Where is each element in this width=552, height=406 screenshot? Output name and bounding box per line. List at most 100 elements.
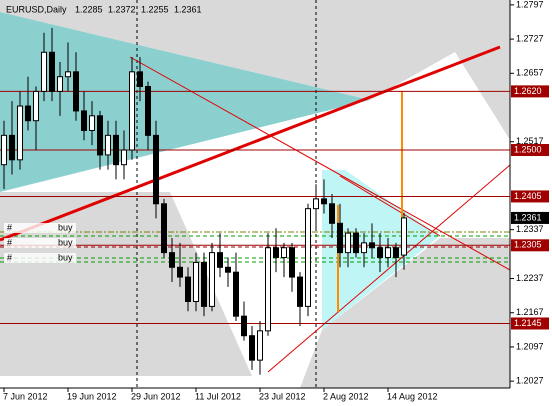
level-label-box xyxy=(511,85,549,98)
candle-body xyxy=(313,198,319,210)
candle-body xyxy=(225,266,231,273)
candle-body xyxy=(9,134,15,161)
candle-body xyxy=(169,252,175,268)
order-box xyxy=(4,223,76,233)
candle-body xyxy=(105,134,111,156)
low-label: 1.2255 xyxy=(141,4,169,14)
y-tick-label: 1.2797 xyxy=(516,0,544,9)
candle-body xyxy=(161,203,167,254)
candle-body xyxy=(209,252,215,307)
y-tick-label: 1.2517 xyxy=(516,136,544,146)
order-box xyxy=(4,253,76,263)
current-price-label: 1.2361 xyxy=(514,212,542,222)
candle-body xyxy=(65,71,71,78)
candle-body xyxy=(17,105,23,161)
order-ticket: # xyxy=(7,252,12,262)
order-type: buy xyxy=(58,222,73,232)
candle-body xyxy=(249,335,255,361)
x-tick-label: 7 Jun 2012 xyxy=(3,391,48,401)
order-ticket: # xyxy=(7,237,12,247)
candle-body xyxy=(233,271,239,317)
candle-body xyxy=(89,115,95,131)
order-box xyxy=(4,238,76,248)
x-tick-label: 11 Jul 2012 xyxy=(195,391,241,401)
teal-triangle xyxy=(0,12,370,192)
candles xyxy=(1,27,407,375)
high-label: 1.2372 xyxy=(108,4,136,14)
candle-body xyxy=(217,252,223,268)
candle-body xyxy=(353,232,359,254)
candle-body xyxy=(345,232,351,254)
candle-body xyxy=(185,276,191,303)
level-label: 1.2305 xyxy=(514,240,542,250)
level-label-box xyxy=(511,239,549,252)
y-tick-label: 1.2657 xyxy=(516,68,544,78)
candle-body xyxy=(177,266,183,278)
candle-body xyxy=(137,71,143,87)
candle-body xyxy=(265,247,271,332)
y-tick-label: 1.2727 xyxy=(516,33,544,43)
level-label-box xyxy=(511,317,549,330)
orders: # buy # buy # buy xyxy=(4,222,76,263)
x-tick-label: 2 Aug 2012 xyxy=(323,391,369,401)
candle-body xyxy=(281,247,287,259)
level-label: 1.2620 xyxy=(514,86,542,96)
candle-body xyxy=(257,330,263,361)
candle-body xyxy=(401,217,407,256)
candle-body xyxy=(73,71,79,112)
x-tick-label: 29 Jun 2012 xyxy=(131,391,181,401)
candle-body xyxy=(129,71,135,151)
open-label: 1.2285 xyxy=(75,4,103,14)
candle-body xyxy=(81,110,87,131)
candle-body xyxy=(153,134,159,205)
trend-line xyxy=(129,56,511,271)
candle-body xyxy=(201,261,207,307)
order-ticket: # xyxy=(7,222,12,232)
candle-body xyxy=(121,149,127,166)
candle-body xyxy=(113,134,119,166)
candle-body xyxy=(41,51,47,92)
trend-line xyxy=(339,175,441,237)
axes: 1.2797 1.2727 1.2657 1.2517 1.2337 1.2237 1.21… xyxy=(3,0,549,401)
candle-body xyxy=(297,276,303,307)
level-label-box xyxy=(511,144,549,157)
order-type: buy xyxy=(58,237,73,247)
x-tick-label: 23 Jul 2012 xyxy=(259,391,306,401)
level-label: 1.2500 xyxy=(514,144,542,154)
x-tick-label: 19 Jun 2012 xyxy=(67,391,117,401)
candle-body xyxy=(305,208,311,307)
x-tick-label: 14 Aug 2012 xyxy=(387,391,438,401)
candle-body xyxy=(321,198,327,205)
price-axis-background xyxy=(510,0,552,406)
current-price-box xyxy=(511,211,549,224)
candle-body xyxy=(377,247,383,259)
candle-body xyxy=(241,315,247,337)
y-tick-label: 1.2237 xyxy=(516,273,544,283)
candle-body xyxy=(337,222,343,254)
candle-body xyxy=(145,85,151,136)
shaded-area xyxy=(0,0,510,140)
y-tick-label: 1.2097 xyxy=(516,341,544,351)
trend-line xyxy=(0,45,501,242)
time-axis-background xyxy=(0,388,552,406)
order-type: buy xyxy=(58,252,73,262)
candle-body xyxy=(369,242,375,249)
candle-body xyxy=(361,242,367,254)
candle-body xyxy=(289,247,295,278)
level-label: 1.2145 xyxy=(514,318,542,328)
candle-body xyxy=(1,134,7,166)
shaded-area xyxy=(300,238,510,388)
candle-body xyxy=(49,51,55,92)
candle-body xyxy=(193,261,199,303)
candle-body xyxy=(33,90,39,122)
candle-body xyxy=(273,247,279,259)
candle-body xyxy=(97,115,103,156)
level-label: 1.2405 xyxy=(514,191,542,201)
y-tick-label: 1.2337 xyxy=(516,224,544,234)
levels xyxy=(0,90,510,324)
candle-body xyxy=(385,247,391,259)
candle-body xyxy=(393,247,399,259)
trend-line xyxy=(267,164,511,373)
